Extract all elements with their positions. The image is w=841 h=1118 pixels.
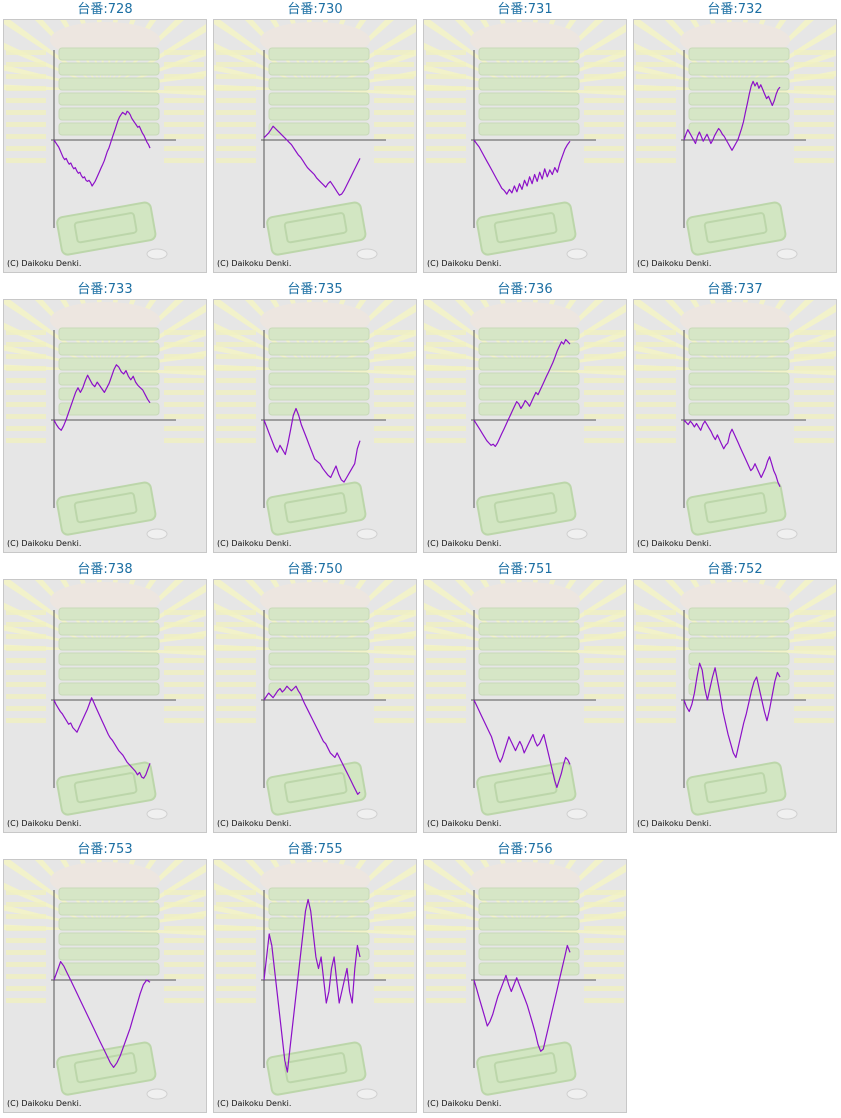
machine-number-title: 台番:753 [77,842,133,857]
chart-svg [634,20,836,260]
chart-panel: (C) Daikoku Denki. [633,579,837,833]
series-line [263,125,361,196]
copyright-text: (C) Daikoku Denki. [217,1099,292,1108]
series-line [473,944,571,1052]
chart-panel: (C) Daikoku Denki. [213,299,417,553]
series-line [53,960,151,1068]
series-line [263,407,361,483]
copyright-text: (C) Daikoku Denki. [427,259,502,268]
machine-chart-card: 台番:737 (C) Daikoku Denki. [633,280,837,554]
chart-panel: (C) Daikoku Denki. [3,299,207,553]
machine-number-title: 台番:750 [287,562,343,577]
chart-panel: (C) Daikoku Denki. [423,299,627,553]
chart-svg [214,20,416,260]
background-art [214,580,416,820]
chart-svg [214,300,416,540]
background-art [424,300,626,540]
chart-svg [634,580,836,820]
chart-svg [4,860,206,1100]
copyright-text: (C) Daikoku Denki. [637,819,712,828]
chart-svg [424,300,626,540]
chart-svg [214,860,416,1100]
chart-panel: (C) Daikoku Denki. [3,19,207,273]
series-line [263,685,361,795]
series-line [473,139,571,195]
copyright-text: (C) Daikoku Denki. [7,1099,82,1108]
background-art [424,20,626,260]
machine-chart-card: 台番:738 (C) Daikoku Denki. [3,560,207,834]
machine-chart-card: 台番:752 (C) Daikoku Denki. [633,560,837,834]
machine-number-title: 台番:751 [497,562,553,577]
copyright-text: (C) Daikoku Denki. [637,539,712,548]
chart-panel: (C) Daikoku Denki. [3,859,207,1113]
series-line [53,364,151,431]
chart-svg [424,860,626,1100]
machine-chart-card: 台番:732 (C) Daikoku Denki. [633,0,837,274]
series-line [53,697,151,779]
machine-number-title: 台番:728 [77,2,133,17]
chart-svg [634,300,836,540]
machine-number-title: 台番:733 [77,282,133,297]
series-line [683,419,781,487]
machine-chart-card: 台番:730 (C) Daikoku Denki. [213,0,417,274]
machine-chart-card: 台番:731 (C) Daikoku Denki. [423,0,627,274]
machine-chart-card: 台番:728 (C) Daikoku Denki. [3,0,207,274]
chart-panel: (C) Daikoku Denki. [423,19,627,273]
chart-panel: (C) Daikoku Denki. [213,19,417,273]
machine-number-title: 台番:737 [707,282,763,297]
chart-panel: (C) Daikoku Denki. [213,579,417,833]
machine-number-title: 台番:730 [287,2,343,17]
machine-chart-card: 台番:750 (C) Daikoku Denki. [213,560,417,834]
chart-panel: (C) Daikoku Denki. [633,299,837,553]
background-art [214,300,416,540]
chart-svg [424,580,626,820]
series-line [683,80,781,151]
chart-panel: (C) Daikoku Denki. [633,19,837,273]
machine-chart-card: 台番:733 (C) Daikoku Denki. [3,280,207,554]
chart-svg [214,580,416,820]
background-art [4,20,206,260]
chart-panel: (C) Daikoku Denki. [423,859,627,1113]
background-art [4,300,206,540]
series-line [473,338,571,447]
machine-number-title: 台番:755 [287,842,343,857]
background-art [424,860,626,1100]
copyright-text: (C) Daikoku Denki. [427,1099,502,1108]
machine-chart-card: 台番:755 (C) Daikoku Denki. [213,840,417,1114]
series-line [263,898,361,1073]
copyright-text: (C) Daikoku Denki. [427,819,502,828]
machine-chart-card: 台番:753 (C) Daikoku Denki. [3,840,207,1114]
series-line [683,662,781,759]
machine-number-title: 台番:735 [287,282,343,297]
chart-panel: (C) Daikoku Denki. [423,579,627,833]
copyright-text: (C) Daikoku Denki. [427,539,502,548]
chart-svg [4,580,206,820]
machine-number-title: 台番:736 [497,282,553,297]
machine-number-title: 台番:732 [707,2,763,17]
machine-chart-card: 台番:736 (C) Daikoku Denki. [423,280,627,554]
machine-chart-card: 台番:756 (C) Daikoku Denki. [423,840,627,1114]
chart-panel: (C) Daikoku Denki. [213,859,417,1113]
series-line [53,110,151,187]
copyright-text: (C) Daikoku Denki. [217,819,292,828]
copyright-text: (C) Daikoku Denki. [217,539,292,548]
machine-chart-card: 台番:751 (C) Daikoku Denki. [423,560,627,834]
copyright-text: (C) Daikoku Denki. [7,259,82,268]
machine-number-title: 台番:756 [497,842,553,857]
machine-chart-card: 台番:735 (C) Daikoku Denki. [213,280,417,554]
copyright-text: (C) Daikoku Denki. [217,259,292,268]
copyright-text: (C) Daikoku Denki. [7,539,82,548]
machine-number-title: 台番:731 [497,2,553,17]
copyright-text: (C) Daikoku Denki. [7,819,82,828]
series-line [473,699,571,788]
copyright-text: (C) Daikoku Denki. [637,259,712,268]
machine-number-title: 台番:738 [77,562,133,577]
chart-svg [4,20,206,260]
chart-panel: (C) Daikoku Denki. [3,579,207,833]
chart-svg [424,20,626,260]
chart-svg [4,300,206,540]
machine-number-title: 台番:752 [707,562,763,577]
